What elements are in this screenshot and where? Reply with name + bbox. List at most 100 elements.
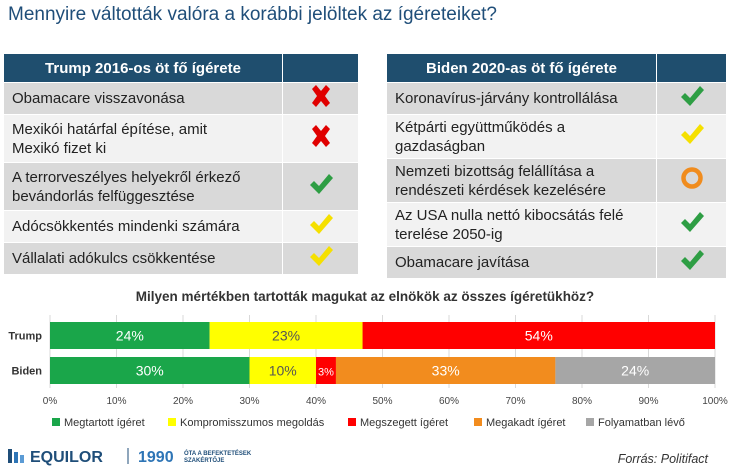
cross-icon: [311, 125, 330, 147]
promise-text: Adócsökkentés mindenki számára: [3, 210, 283, 243]
trump-promise-row: Mexikói határfal építése, amit Mexikó fiz…: [3, 114, 359, 163]
cross-icon: [311, 85, 330, 107]
biden-promise-row: Kétpárti együttműködés a gazdaságban: [386, 114, 727, 159]
legend-swatch: [474, 418, 482, 426]
circle-icon: [680, 167, 703, 189]
legend-label: Folyamatban lévő: [598, 417, 685, 429]
trump-table-header: Trump 2016-os öt fő ígérete: [3, 53, 283, 83]
x-tick-label: 40%: [306, 396, 326, 407]
equilor-logo-year: 1990: [138, 449, 174, 466]
equilor-logo-tagline-1: ÓTA A BEFEKTETÉSEK: [184, 449, 252, 457]
promise-status-mark: [282, 242, 359, 275]
x-tick-label: 0%: [43, 396, 58, 407]
promise-text-line: Az USA nulla nettó kibocsátás felé: [395, 206, 624, 224]
x-tick-label: 10%: [106, 396, 126, 407]
data-label: 30%: [136, 363, 164, 379]
trump-table-header-mark: [282, 53, 359, 83]
promise-status-mark: [282, 162, 359, 211]
trump-promise-row: A terrorveszélyes helyekről érkező bevánd…: [3, 162, 359, 211]
promise-status-mark: [282, 114, 359, 163]
chart-title: Milyen mértékben tartották magukat az el…: [135, 289, 595, 304]
promise-text: Vállalati adókulcs csökkentése: [3, 242, 283, 275]
x-tick-label: 70%: [505, 396, 525, 407]
promise-text-line: A terrorveszélyes helyekről érkező: [12, 168, 241, 186]
data-label: 3%: [318, 367, 334, 379]
checkmark-icon: [680, 124, 704, 144]
promise-text-line: Nemzeti bizottság felállítása a: [395, 162, 595, 180]
promise-text: Az USA nulla nettó kibocsátás felé terelé…: [386, 202, 657, 247]
checkmark-icon: [680, 250, 704, 270]
promise-text-line: terelése 2050-ig: [395, 225, 503, 243]
data-label: 54%: [525, 328, 553, 344]
promise-text-line: Obamacare javítása: [395, 254, 530, 271]
x-tick-label: 60%: [439, 396, 459, 407]
x-tick-label: 50%: [372, 396, 392, 407]
biden-promise-row: Koronavírus-járvány kontrollálása: [386, 82, 727, 115]
data-label: 10%: [269, 363, 297, 379]
promise-text-line: Mexikó fizet ki: [12, 139, 107, 157]
trump-promise-row: Vállalati adókulcs csökkentése: [3, 242, 359, 275]
promise-status-mark: [656, 202, 727, 247]
promise-status-mark: [656, 158, 727, 203]
biden-promises-table: Biden 2020-as öt fő ígérete Koronavírus-…: [386, 53, 727, 279]
bar-segment: [50, 357, 250, 384]
data-label: 24%: [621, 363, 649, 379]
x-tick-label: 20%: [173, 396, 193, 407]
source-note: Forrás: Politifact: [617, 452, 708, 466]
checkmark-icon: [309, 174, 333, 194]
equilor-logo: EQUILOR 1990 ÓTA A BEFEKTETÉSEK SZAKÉRTŐ…: [8, 446, 308, 471]
trump-promise-row: Adócsökkentés mindenki számára: [3, 210, 359, 243]
promise-text-line: bevándorlás felfüggesztése: [12, 187, 195, 205]
x-tick-label: 30%: [239, 396, 259, 407]
promise-text: Obamacare javítása: [386, 246, 657, 279]
biden-table-header-mark: [656, 53, 727, 83]
checkmark-icon: [680, 86, 704, 106]
promise-status-mark: [656, 114, 727, 159]
promise-status-mark: [282, 210, 359, 243]
checkmark-icon: [309, 214, 333, 234]
trump-promises-table: Trump 2016-os öt fő ígérete Obamacare vi…: [3, 53, 359, 275]
legend-swatch: [586, 418, 594, 426]
x-tick-label: 90%: [638, 396, 658, 407]
bar-segment: [209, 322, 363, 349]
bar-segment: [555, 357, 715, 384]
biden-table-header: Biden 2020-as öt fő ígérete: [386, 53, 657, 83]
bar-segment: [362, 322, 715, 349]
promise-text-line: Adócsökkentés mindenki számára: [12, 218, 240, 235]
legend-label: Megtartott ígéret: [64, 417, 145, 429]
bar-segment: [316, 357, 336, 384]
promise-text: Nemzeti bizottság felállítása a rendészet…: [386, 158, 657, 203]
promise-status-mark: [656, 82, 727, 115]
bar-segment: [50, 322, 210, 349]
x-tick-label: 80%: [572, 396, 592, 407]
legend-label: Megakadt ígéret: [486, 417, 566, 429]
promise-text-line: Mexikói határfal építése, amit: [12, 120, 208, 138]
biden-promise-row: Az USA nulla nettó kibocsátás felé terelé…: [386, 202, 727, 247]
stacked-bar-chart: Trump Biden 24% 23% 54% 30% 10% 3% 33% 24% 0% 10% 20…: [8, 315, 728, 429]
promise-text-line: Koronavírus-járvány kontrollálása: [395, 90, 618, 107]
data-label: 33%: [432, 363, 460, 379]
data-label: 23%: [272, 328, 300, 344]
legend-label: Kompromisszumos megoldás: [180, 417, 325, 429]
equilor-logo-mark: [8, 449, 24, 463]
data-label: 24%: [116, 328, 144, 344]
x-tick-label: 100%: [702, 396, 728, 407]
bar-segment: [249, 357, 316, 384]
equilor-logo-tagline-2: SZAKÉRTŐJE: [184, 456, 224, 464]
promise-text: Mexikói határfal építése, amit Mexikó fiz…: [3, 114, 283, 163]
promise-text: Obamacare visszavonása: [3, 82, 283, 115]
checkmark-icon: [309, 246, 333, 266]
bar-segment: [335, 357, 556, 384]
page-title: Mennyire váltották valóra a korábbi jelö…: [8, 4, 497, 25]
legend-swatch: [52, 418, 60, 426]
promise-text-line: Vállalati adókulcs csökkentése: [12, 250, 216, 267]
promise-text-line: gazdaságban: [395, 137, 486, 155]
category-label: Trump: [8, 331, 42, 343]
legend-swatch: [348, 418, 356, 426]
checkmark-icon: [680, 212, 704, 232]
legend-swatch: [168, 418, 176, 426]
legend-label: Megszegett ígéret: [360, 417, 448, 429]
promise-text: Koronavírus-járvány kontrollálása: [386, 82, 657, 115]
promise-status-mark: [282, 82, 359, 115]
biden-promise-row: Obamacare javítása: [386, 246, 727, 279]
